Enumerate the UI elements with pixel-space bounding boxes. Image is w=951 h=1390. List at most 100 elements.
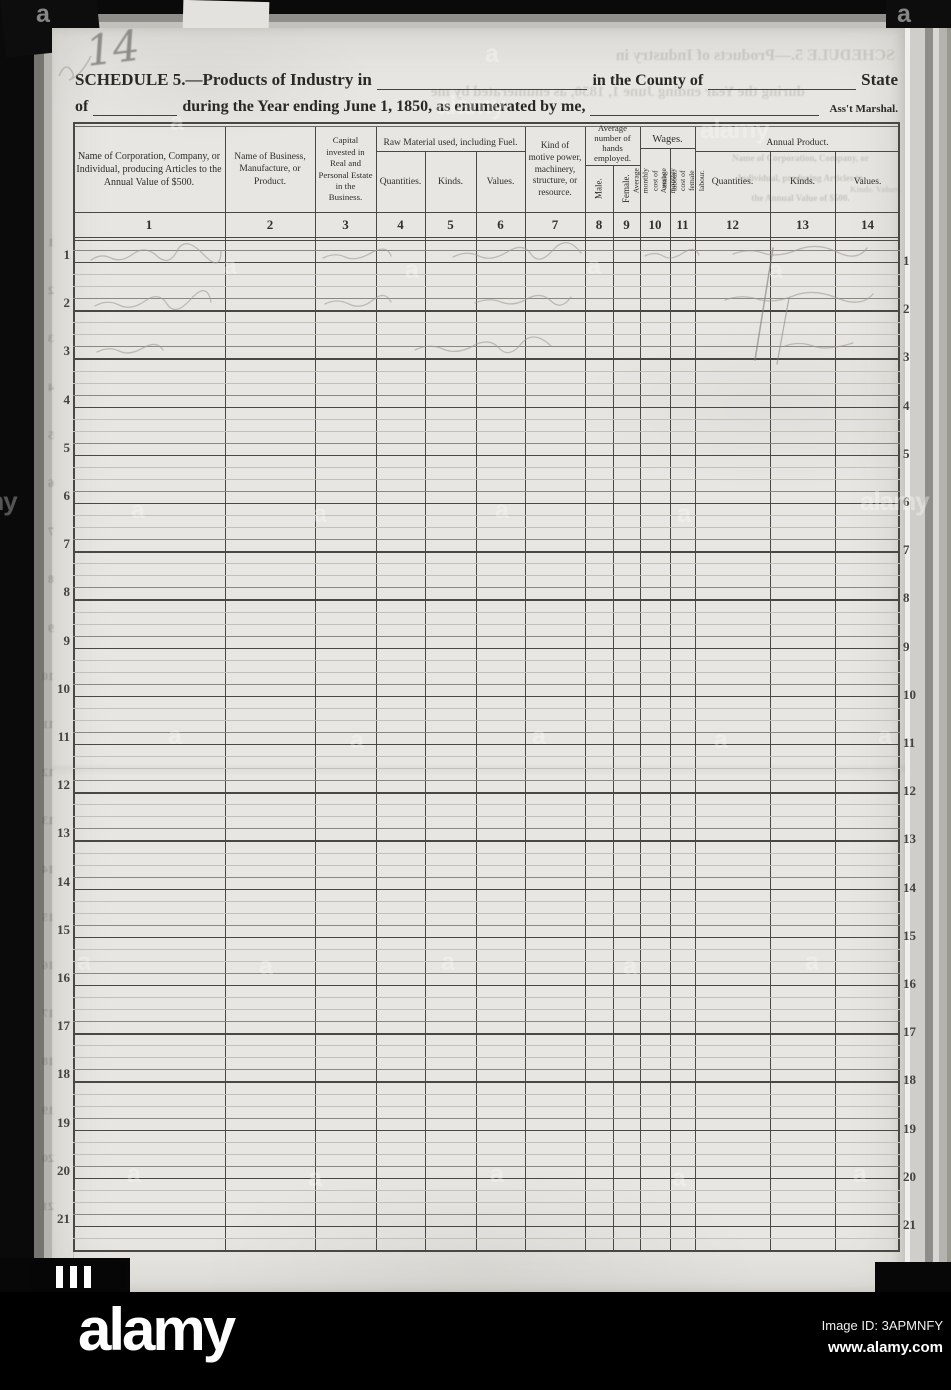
row-sub-line <box>73 382 900 384</box>
marshal-label: Ass't Marshal. <box>829 103 898 115</box>
row-number-right-13: 13 <box>903 831 916 846</box>
row-number-left-12: 12 <box>57 777 70 792</box>
row-mid-line <box>73 924 900 926</box>
state-label: State <box>861 70 898 89</box>
corner-blob-bottom-right <box>875 1262 951 1296</box>
row-sub-line <box>73 671 900 673</box>
row-writing-line <box>73 1081 900 1083</box>
column-header-5: Kinds. <box>437 176 464 187</box>
group-header-annual-product: Annual Product. <box>695 127 900 152</box>
column-divider <box>525 127 526 1250</box>
binding-stripe <box>56 1266 63 1288</box>
row-number-left-14: 14 <box>57 874 70 889</box>
row-sub-line <box>73 1105 900 1107</box>
column-number-13: 13 <box>796 217 809 232</box>
column-number-5: 5 <box>447 217 454 232</box>
column-divider <box>225 127 226 1250</box>
row-mid-line <box>73 539 900 541</box>
industry-products-table: Raw Material used, including Fuel. Averag… <box>73 122 900 1390</box>
row-number-bleedthrough: 4 <box>48 380 54 394</box>
row-mid-line <box>73 1214 900 1215</box>
row-writing-line <box>73 503 900 505</box>
column-divider <box>670 149 671 1250</box>
column-number-1: 1 <box>145 217 153 232</box>
column-number-10: 10 <box>648 217 662 232</box>
row-sub-line <box>73 912 900 914</box>
row-writing-line <box>73 310 900 312</box>
row-mid-line <box>73 346 900 348</box>
row-writing-line <box>73 985 900 987</box>
row-sub-line <box>73 708 900 709</box>
row-number-right-12: 12 <box>903 783 916 798</box>
row-sub-line <box>73 804 900 806</box>
row-writing-line <box>73 744 900 746</box>
table-border-bottom <box>73 1250 900 1252</box>
row-sub-line <box>73 1202 900 1203</box>
row-number-right-7: 7 <box>903 542 910 557</box>
row-mid-line <box>73 828 900 830</box>
row-sub-line <box>73 467 900 468</box>
place-blank-line <box>376 74 588 90</box>
row-number-right-14: 14 <box>903 880 916 895</box>
row-number-bleedthrough: 3 <box>48 331 54 345</box>
row-sub-line <box>73 756 900 758</box>
row-number-right-19: 19 <box>903 1121 916 1136</box>
row-writing-line <box>73 695 900 698</box>
row-writing-line <box>73 551 900 553</box>
column-header-13: Kinds. <box>789 176 816 187</box>
row-number-bleedthrough: 5 <box>48 428 54 442</box>
row-number-bleedthrough: 8 <box>48 572 54 586</box>
row-number-left-5: 5 <box>63 440 71 455</box>
column-number-8: 8 <box>595 217 603 232</box>
page-stack-edge-left-light <box>44 30 52 1278</box>
row-sub-line <box>73 1093 900 1095</box>
row-number-bleedthrough: 11 <box>42 717 54 731</box>
row-sub-line <box>73 900 900 902</box>
row-number-left-4: 4 <box>63 392 71 407</box>
row-number-right-9: 9 <box>903 639 910 654</box>
state-blank-line <box>93 100 178 116</box>
bleedthrough-handwriting <box>90 242 874 365</box>
row-mid-line <box>73 491 900 492</box>
row-number-bleedthrough: 18 <box>42 1054 54 1068</box>
column-divider <box>695 127 696 1250</box>
row-number-right-21: 21 <box>903 1217 916 1232</box>
row-number-left-2: 2 <box>63 295 71 310</box>
row-number-bleedthrough: 20 <box>42 1151 54 1165</box>
row-writing-line <box>73 358 900 360</box>
row-sub-line <box>73 864 900 866</box>
row-sub-line <box>73 527 900 529</box>
row-writing-line <box>73 1226 900 1228</box>
row-sub-line <box>73 949 900 950</box>
row-number-right-5: 5 <box>903 446 910 461</box>
row-number-bleedthrough: 10 <box>42 669 54 683</box>
row-mid-line <box>73 1021 900 1023</box>
column-number-12: 12 <box>726 217 739 232</box>
binding-stripes-piece <box>30 1262 126 1292</box>
number-row-underline-2 <box>73 240 900 241</box>
row-number-left-9: 9 <box>63 633 71 648</box>
header-underline <box>73 212 900 213</box>
row-mid-line <box>73 1069 900 1071</box>
row-mid-line <box>73 587 900 589</box>
table-border-top-inner <box>73 126 900 127</box>
row-sub-line <box>73 659 900 661</box>
row-sub-line <box>73 768 900 770</box>
alamy-url: www.alamy.com <box>827 1339 943 1356</box>
column-number-11: 11 <box>676 217 689 232</box>
column-divider <box>315 127 316 1250</box>
row-number-bleedthrough: 17 <box>42 1006 54 1020</box>
row-sub-line <box>73 322 900 324</box>
row-sub-line <box>73 370 900 372</box>
column-header-7: Kind of motive power, machinery, structu… <box>528 139 582 198</box>
row-sub-line <box>73 611 900 613</box>
group-header-wages: Wages. <box>640 127 695 149</box>
row-sub-line <box>73 1238 900 1239</box>
form-title-line-2: of during the Year ending June 1, 1850, … <box>75 98 898 116</box>
of-label: of <box>75 98 89 115</box>
row-sub-line <box>73 479 900 480</box>
row-sub-line <box>73 852 900 854</box>
row-writing-line <box>73 599 900 601</box>
row-number-bleedthrough: 9 <box>48 621 54 635</box>
column-header-11: Average monthly cost of female labour. <box>659 149 706 212</box>
